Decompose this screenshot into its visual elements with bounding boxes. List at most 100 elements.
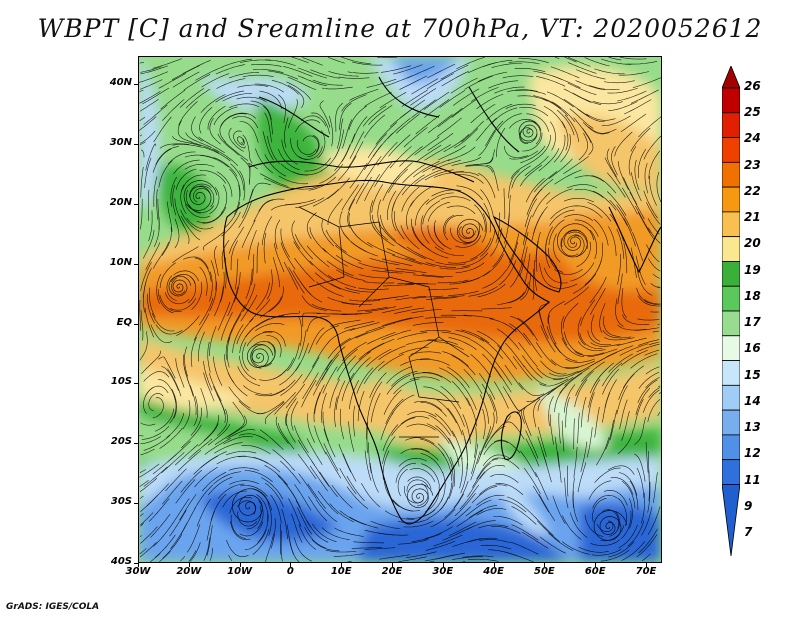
streamline	[145, 242, 161, 270]
streamline	[641, 506, 653, 536]
streamline	[330, 283, 360, 294]
streamline	[567, 62, 597, 74]
streamline	[341, 119, 353, 149]
streamline	[395, 113, 421, 134]
streamline	[593, 218, 609, 246]
vortex-spiral	[231, 488, 270, 523]
streamline	[184, 154, 216, 159]
streamline	[502, 421, 525, 440]
streamline	[645, 442, 649, 473]
streamline	[648, 470, 650, 502]
streamline	[503, 188, 506, 220]
streamline	[451, 355, 476, 376]
streamline	[319, 471, 338, 497]
streamline	[281, 508, 289, 540]
streamline	[242, 134, 253, 164]
streamline	[423, 386, 450, 401]
streamline	[189, 385, 197, 416]
streamline	[161, 366, 179, 391]
streamline	[451, 156, 482, 166]
streamline	[492, 240, 508, 268]
streamline	[382, 436, 396, 464]
streamline	[601, 58, 632, 65]
streamline	[574, 351, 605, 356]
streamline	[311, 341, 330, 368]
streamline	[377, 353, 404, 372]
streamline	[483, 202, 491, 233]
streamline	[189, 542, 201, 562]
streamline	[548, 219, 565, 245]
streamline	[139, 548, 147, 555]
streamline	[587, 330, 611, 346]
streamline	[537, 309, 549, 339]
streamline	[515, 89, 547, 95]
streamline	[180, 184, 187, 214]
streamline	[532, 268, 535, 300]
streamline	[427, 63, 456, 79]
vortex-spiral	[406, 483, 434, 508]
streamline	[327, 328, 355, 343]
streamline	[648, 258, 661, 272]
streamline	[525, 177, 545, 203]
streamline	[174, 444, 199, 466]
streamline	[482, 253, 504, 277]
streamline	[199, 106, 213, 134]
streamline	[323, 428, 336, 458]
streamline	[270, 518, 276, 549]
lon-tick	[239, 563, 241, 567]
streamline	[606, 172, 626, 198]
streamline	[291, 220, 301, 249]
streamline	[245, 318, 270, 338]
streamline	[622, 365, 645, 389]
streamline	[178, 215, 190, 244]
streamline	[476, 508, 507, 516]
streamline	[491, 107, 518, 125]
streamline	[358, 342, 385, 360]
streamline	[448, 521, 477, 537]
streamline	[198, 331, 205, 362]
streamline	[307, 413, 315, 443]
streamline	[552, 495, 566, 524]
vortex-spiral	[518, 120, 542, 142]
streamline	[550, 359, 579, 369]
streamline	[643, 135, 661, 160]
streamline	[645, 377, 660, 389]
streamline	[626, 61, 658, 65]
streamline	[478, 524, 509, 529]
streamline	[565, 358, 595, 363]
streamline	[652, 330, 660, 333]
streamline	[455, 235, 482, 248]
streamline	[427, 339, 458, 345]
lon-label: 10E	[330, 566, 352, 577]
streamline	[435, 261, 466, 266]
streamline	[621, 187, 638, 215]
streamline	[310, 69, 340, 79]
vortex-spiral	[246, 343, 274, 368]
streamline	[581, 361, 605, 382]
streamline	[420, 215, 430, 244]
streamline	[341, 372, 355, 402]
streamline	[652, 273, 661, 279]
streamline	[230, 163, 244, 191]
streamline	[384, 510, 415, 520]
streamline	[239, 355, 257, 380]
streamline	[637, 339, 660, 346]
streamline	[424, 144, 452, 161]
africa-coastline	[223, 179, 550, 525]
streamline	[297, 75, 327, 86]
streamline	[510, 541, 539, 555]
streamline	[368, 381, 383, 410]
streamline	[234, 258, 239, 290]
lon-tick	[544, 563, 546, 567]
streamline	[512, 356, 533, 381]
streamline	[349, 88, 379, 101]
streamline	[142, 87, 170, 105]
streamline	[184, 163, 215, 170]
streamline	[243, 385, 272, 395]
streamline	[509, 150, 539, 160]
streamline	[476, 495, 505, 506]
streamline	[621, 541, 646, 561]
streamline	[564, 286, 590, 306]
streamline	[350, 241, 378, 257]
streamline	[577, 341, 606, 351]
